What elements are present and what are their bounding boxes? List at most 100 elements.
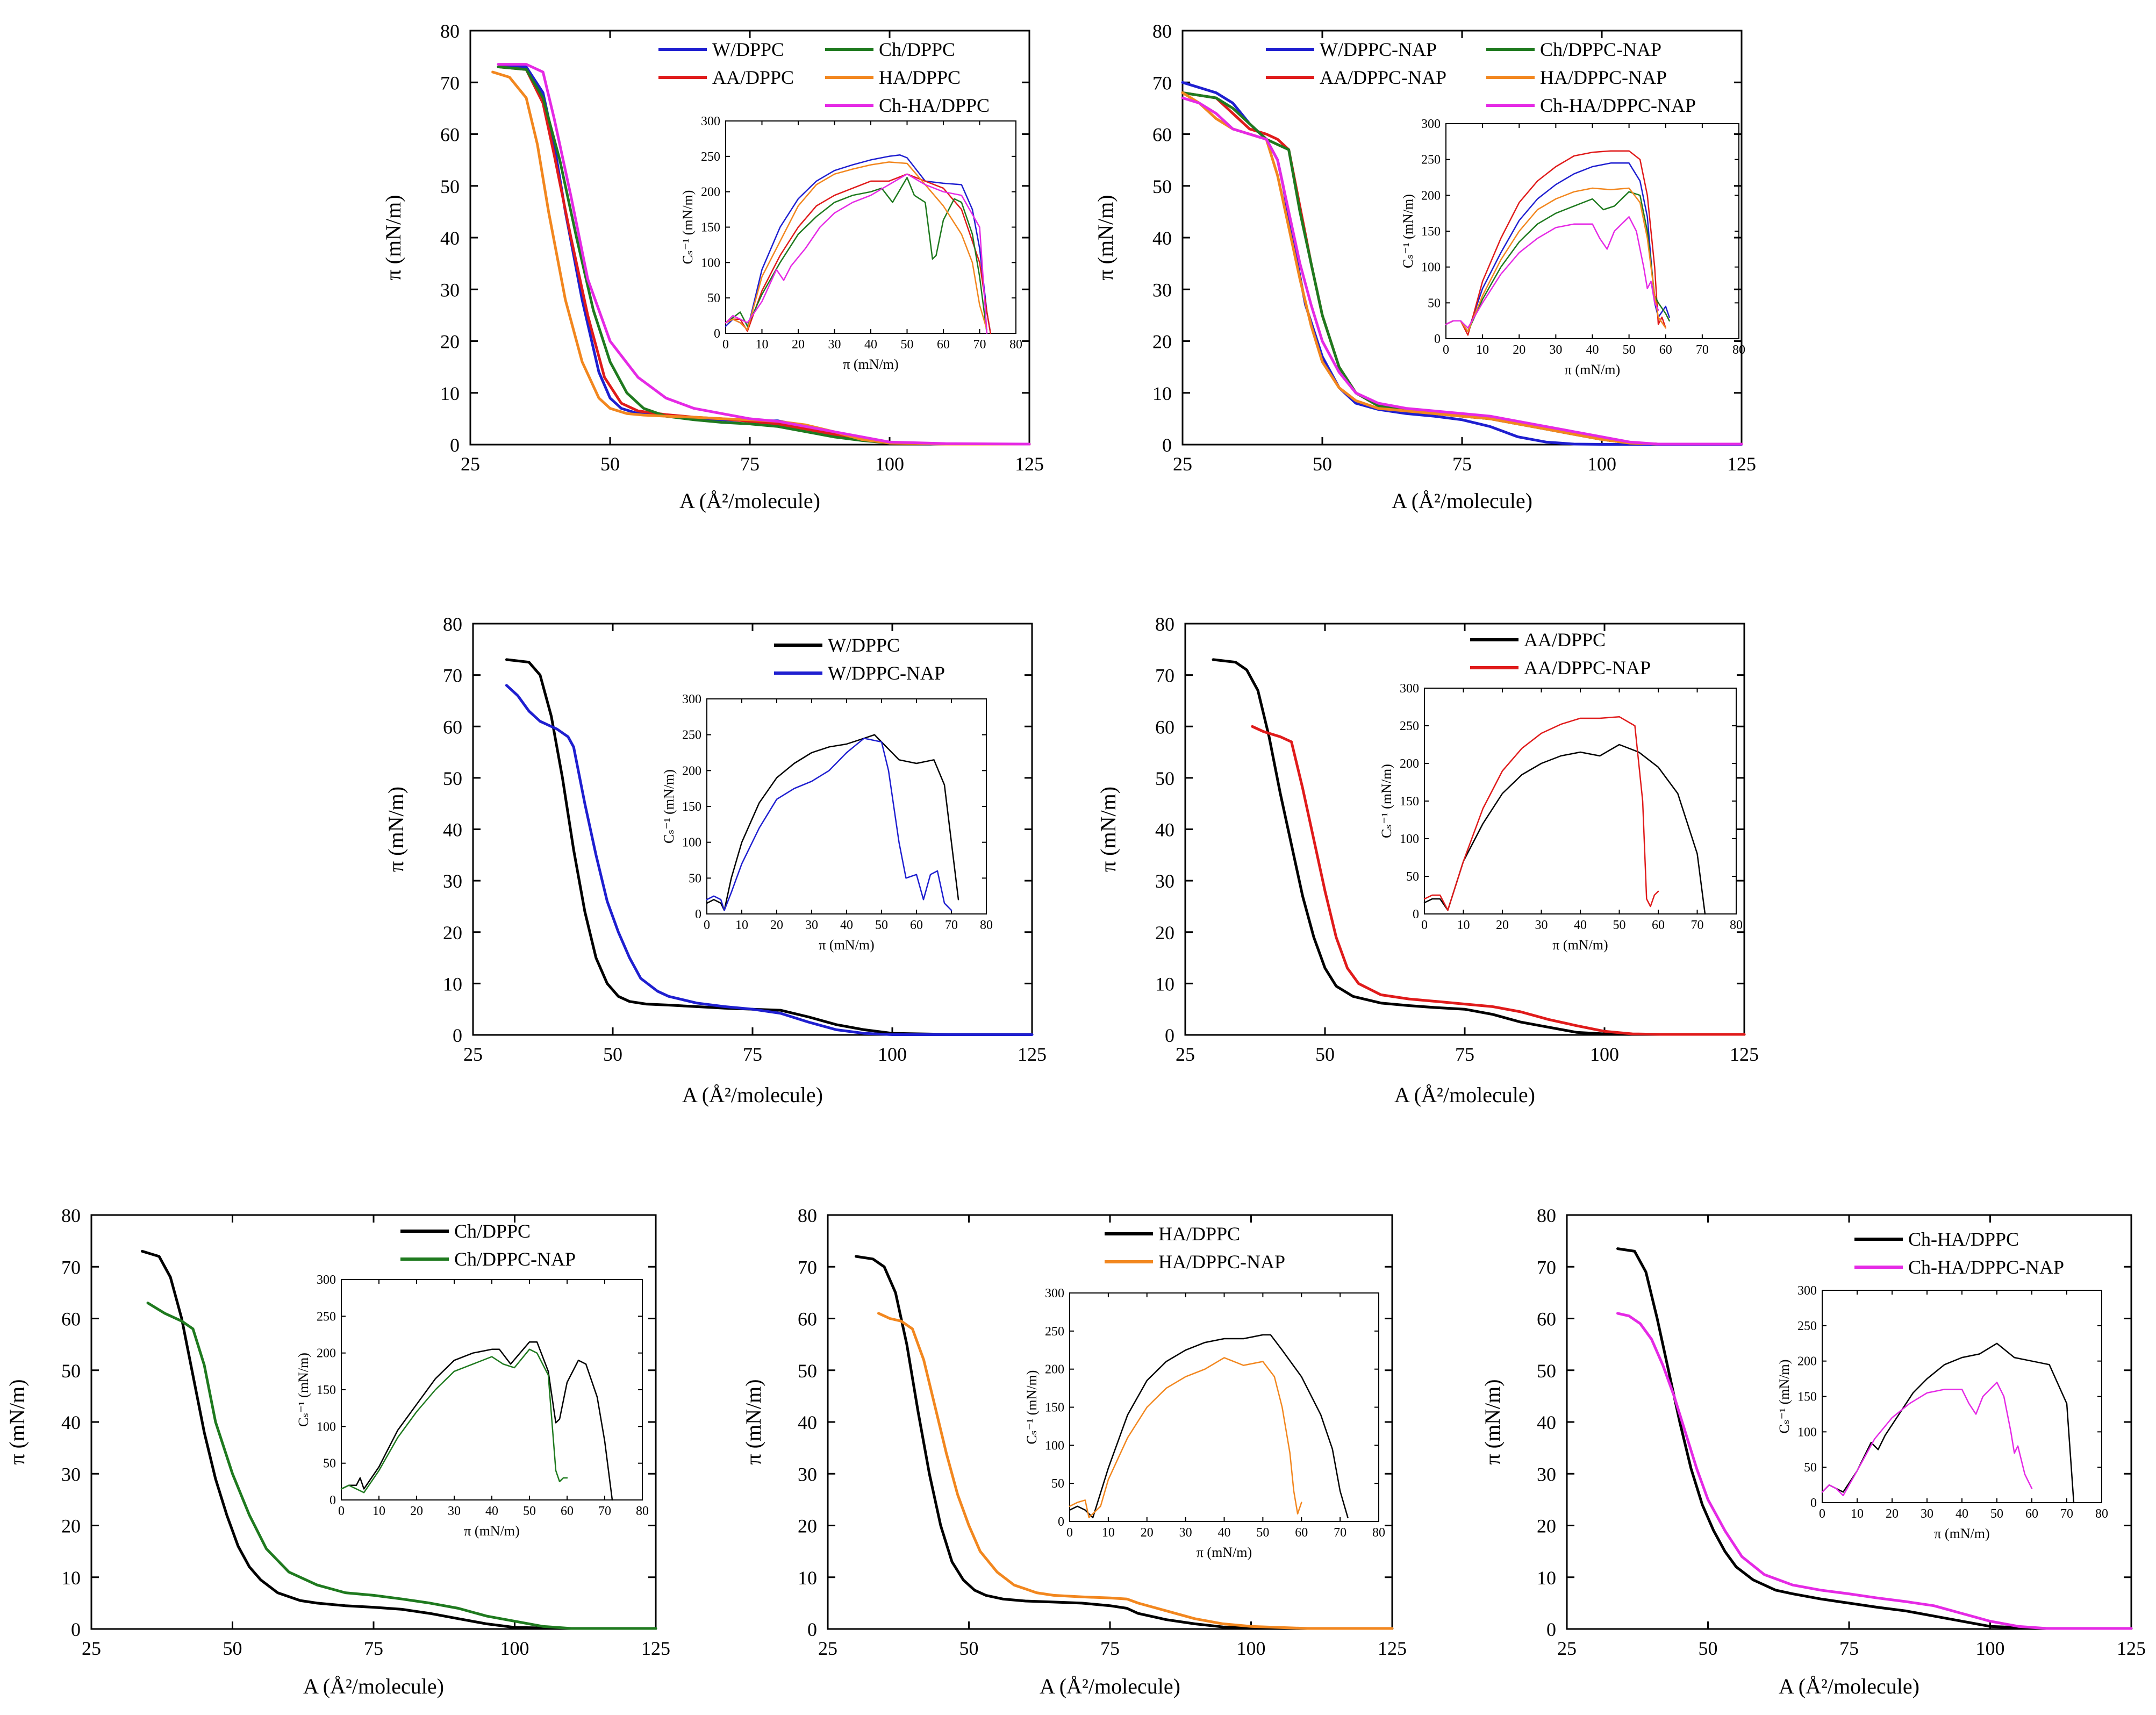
panel-f-ytick-label: 0 [807, 1619, 817, 1640]
inset-g-ylabel: Cₛ⁻¹ (mN/m) [1777, 1360, 1792, 1434]
inset-a-ytick-label: 150 [701, 221, 720, 235]
panel-g-ytick-label: 80 [1537, 1205, 1556, 1226]
panel-d-ytick-label: 10 [1155, 973, 1174, 995]
panel-f-ytick-label: 60 [798, 1309, 817, 1330]
inset-d-ytick-label: 50 [1406, 870, 1419, 884]
inset-c-ytick-label: 300 [682, 692, 701, 706]
panel-b-series-ch-ha-dppc-nap [1181, 96, 1743, 446]
panel-e-frame [90, 1214, 657, 1630]
inset-d-ytick-label: 250 [1400, 719, 1419, 733]
inset-b-xtick-label: 30 [1549, 343, 1562, 357]
panel-a-legend-label: AA/DPPC [712, 67, 794, 88]
panel-c-ytick-label: 60 [443, 716, 462, 738]
panel-c-ytick-label: 40 [443, 819, 462, 841]
inset-g-frame [1822, 1290, 2102, 1503]
panel-b-series-ch-dppc-nap [1181, 91, 1743, 446]
inset-c-xlabel: π (mN/m) [819, 937, 874, 953]
panel-g-xtick-label: 25 [1557, 1638, 1577, 1659]
inset-a-xtick-label: 20 [792, 338, 805, 352]
inset-b-series-aa-dppc-nap [1445, 150, 1667, 336]
inset-c-xtick-label: 0 [704, 918, 710, 932]
panel-e-ytick-label: 30 [61, 1463, 81, 1485]
panel-c-ytick-label: 50 [443, 768, 462, 789]
inset-d-ytick-label: 0 [1413, 907, 1419, 921]
inset-b-xtick-label: 10 [1476, 343, 1489, 357]
panel-c-ytick-label: 10 [443, 973, 462, 995]
panel-c-xtick-label: 25 [463, 1044, 483, 1065]
panel-a-xtick-label: 25 [461, 453, 480, 475]
inset-e-xlabel: π (mN/m) [464, 1523, 519, 1539]
panel-b-xtick-label: 50 [1313, 453, 1332, 475]
inset-g-ytick-label: 200 [1797, 1355, 1817, 1369]
inset-b-ylabel: Cₛ⁻¹ (mN/m) [1400, 194, 1416, 268]
panel-f-ytick-label: 30 [798, 1463, 817, 1485]
inset-e-frame [341, 1279, 643, 1500]
panel-d-ytick-label: 30 [1155, 870, 1174, 892]
inset-e-xtick-label: 60 [561, 1504, 574, 1518]
inset-c-series-w-dppc [706, 734, 959, 911]
panel-g-xtick-label: 50 [1699, 1638, 1718, 1659]
panel-a-ylabel: π (mN/m) [381, 195, 405, 280]
inset-b-xlabel: π (mN/m) [1565, 362, 1620, 377]
inset-a-ytick-label: 0 [714, 327, 720, 341]
inset-b-ytick-label: 150 [1421, 225, 1441, 239]
inset-a-series-w-dppc [725, 154, 992, 334]
inset-g-ytick-label: 250 [1797, 1319, 1817, 1333]
panel-f-xtick-label: 50 [959, 1638, 979, 1659]
panel-g-ytick-label: 40 [1537, 1412, 1556, 1433]
panel-e-ytick-label: 0 [71, 1619, 81, 1640]
inset-a-series-ch-ha-dppc [725, 173, 988, 334]
inset-b-series-ch-ha-dppc-nap [1445, 216, 1659, 329]
inset-d-xtick-label: 60 [1652, 918, 1665, 932]
inset-f-ylabel: Cₛ⁻¹ (mN/m) [1024, 1370, 1040, 1445]
inset-a-xtick-label: 70 [973, 338, 986, 352]
inset-d-xtick-label: 0 [1421, 918, 1428, 932]
panel-f-ytick-label: 80 [798, 1205, 817, 1226]
inset-e-xtick-label: 30 [448, 1504, 461, 1518]
panel-a-xtick-label: 75 [740, 453, 760, 475]
panel-f-inset: 0 10 20 30 40 50 60 70 80 0 50 100 150 200 250 300 π (mN… [1024, 1287, 1385, 1560]
inset-c-ytick-label: 250 [682, 728, 701, 742]
panel-f-xtick-label: 75 [1100, 1638, 1120, 1659]
panel-a-legend-label: W/DPPC [712, 39, 784, 60]
panel-f-xlabel: A (Å²/molecule) [1040, 1674, 1180, 1698]
panel-a-ytick-label: 20 [440, 331, 460, 353]
inset-f-xtick-label: 30 [1179, 1526, 1192, 1540]
panel-f-xtick-label: 100 [1237, 1638, 1266, 1659]
inset-d-xlabel: π (mN/m) [1552, 937, 1608, 953]
panel-g-legend-label: Ch-HA/DPPC [1908, 1228, 2019, 1250]
inset-d-series-aa-dppc [1423, 744, 1706, 915]
inset-b-series-ch-dppc-nap [1445, 191, 1670, 332]
panel-e-ytick-label: 50 [61, 1360, 81, 1382]
inset-a-xtick-label: 60 [937, 338, 950, 352]
panel-c-ytick-label: 20 [443, 922, 462, 944]
panel-a-xlabel: A (Å²/molecule) [679, 489, 820, 513]
inset-g-xtick-label: 70 [2060, 1507, 2073, 1521]
panel-d-inset: 0 10 20 30 40 50 60 70 80 0 50 100 150 200 250 300 π (mN… [1379, 682, 1743, 953]
inset-c-xtick-label: 60 [910, 918, 923, 932]
panel-b-xlabel: A (Å²/molecule) [1392, 489, 1532, 513]
inset-g-xtick-label: 80 [2095, 1507, 2108, 1521]
panel-a-ytick-label: 10 [440, 383, 460, 404]
panel-a-inset: 0 10 20 30 40 50 60 70 80 0 50 100 150 200 250 300 π (mN… [680, 115, 1022, 372]
inset-b-xtick-label: 60 [1659, 343, 1672, 357]
panel-b-ylabel: π (mN/m) [1093, 195, 1118, 280]
panel-b-legend-label: W/DPPC-NAP [1320, 39, 1437, 60]
inset-e-ytick-label: 0 [330, 1494, 336, 1507]
panel-g-xtick-label: 125 [2117, 1638, 2146, 1659]
panel-b-legend-label: Ch/DPPC-NAP [1540, 39, 1661, 60]
inset-a-xtick-label: 30 [828, 338, 841, 352]
panel-d-ytick-label: 80 [1155, 613, 1174, 635]
inset-e-ytick-label: 50 [323, 1457, 336, 1471]
panel-c-ytick-label: 30 [443, 870, 462, 892]
panel-b-xtick-label: 25 [1173, 453, 1192, 475]
inset-g-xtick-label: 20 [1886, 1507, 1899, 1521]
inset-f-xtick-label: 40 [1218, 1526, 1231, 1540]
inset-b-xtick-label: 20 [1513, 343, 1525, 357]
inset-e-ytick-label: 250 [317, 1310, 336, 1324]
inset-g-xtick-label: 30 [1921, 1507, 1933, 1521]
inset-b-series-ha-dppc-nap [1445, 187, 1667, 332]
